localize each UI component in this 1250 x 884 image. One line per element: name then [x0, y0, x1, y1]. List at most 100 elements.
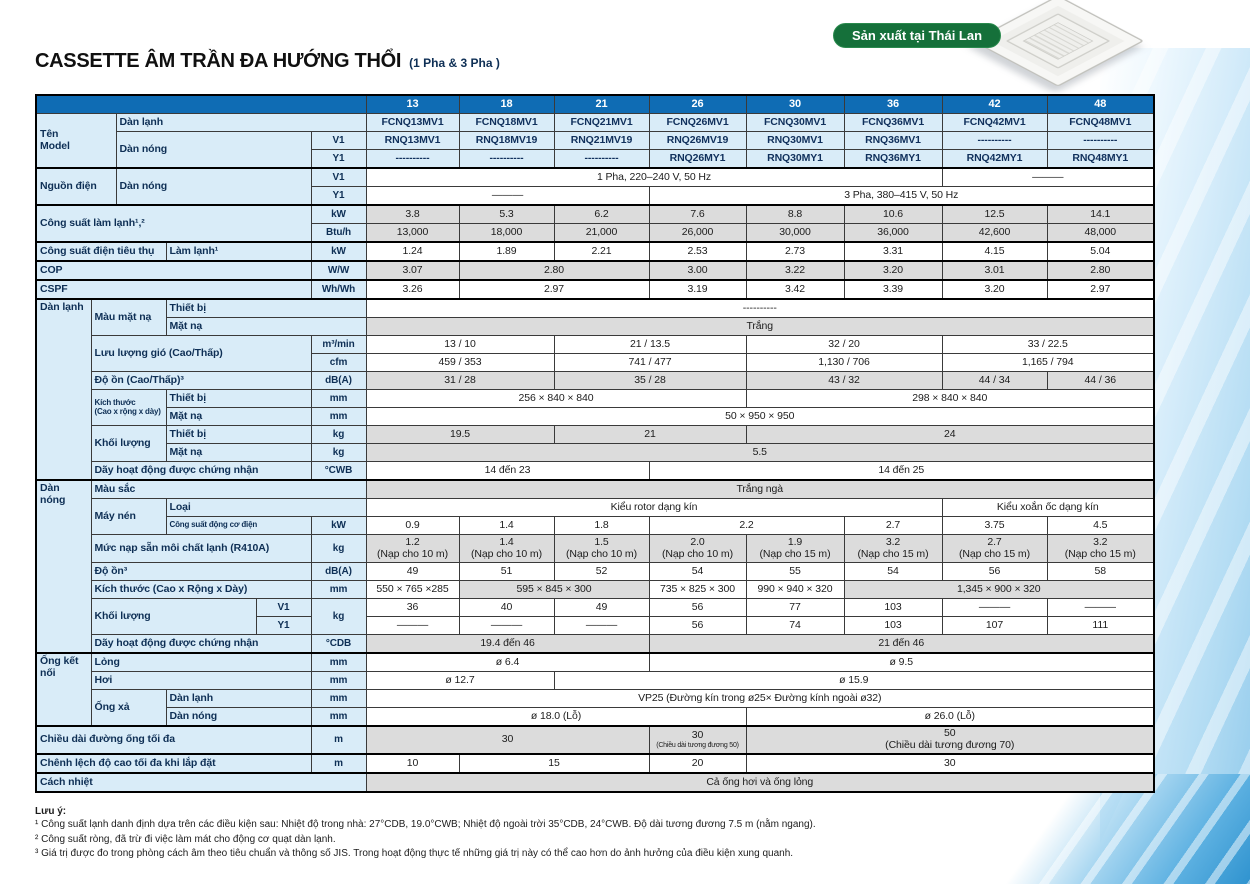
row-label: Dàn nóng	[115, 167, 312, 206]
spec-value: 32 / 20	[745, 335, 943, 354]
spec-value: 15	[458, 753, 650, 774]
spec-value: 19.5	[365, 425, 555, 444]
spec-value: 51	[458, 562, 555, 581]
model-cell: FCNQ48MV1	[1046, 113, 1155, 132]
spec-value: 30,000	[745, 223, 845, 243]
spec-value: 49	[553, 598, 650, 617]
spec-value: 2.7	[843, 516, 943, 535]
column-header-cell: 18	[458, 94, 555, 114]
spec-value: Trắng ngà	[365, 479, 1155, 499]
spec-value: 49	[365, 562, 460, 581]
column-header-cell: 30	[745, 94, 845, 114]
spec-value: 43 / 32	[745, 371, 943, 390]
spec-value: 3.39	[843, 279, 943, 300]
spec-value: 5.5	[365, 443, 1155, 462]
spec-value: 741 / 477	[553, 353, 747, 372]
spec-value: 3.42	[745, 279, 845, 300]
column-header-cell: 13	[365, 94, 460, 114]
model-cell: RNQ26MY1	[648, 149, 747, 169]
row-label: Máy nén	[90, 498, 167, 535]
row-label: Loại	[165, 498, 367, 517]
model-cell: RNQ36MV1	[843, 131, 943, 150]
row-label: Dàn nóng	[165, 707, 312, 727]
unit-cell: °CDB	[310, 634, 367, 654]
row-label: Dãy hoạt động được chứng nhận	[90, 634, 312, 654]
row-label: Màu sắc	[90, 479, 367, 499]
model-cell: ----------	[1046, 131, 1155, 150]
page-title-row: CASSETTE ÂM TRẦN ĐA HƯỚNG THỔI (1 Pha & 3…	[35, 50, 500, 73]
row-label: Cách nhiệt	[35, 772, 367, 793]
spec-value: ———	[365, 186, 650, 206]
row-label: Khối lượng	[90, 598, 257, 635]
spec-value: 3.22	[745, 260, 845, 281]
spec-value: 48,000	[1046, 223, 1155, 243]
spec-value: 44 / 36	[1046, 371, 1155, 390]
spec-value: 12.5	[941, 204, 1048, 224]
spec-value: 21 đến 46	[648, 634, 1155, 654]
spec-value: 3.2 (Nạp cho 15 m)	[843, 534, 943, 563]
spec-value: 3 Pha, 380–415 V, 50 Hz	[648, 186, 1155, 206]
column-header-cell: 21	[553, 94, 650, 114]
row-label: Làm lạnh¹	[165, 241, 312, 262]
row-label: Dàn nóng	[115, 131, 312, 169]
row-label: Dàn lạnh	[165, 689, 312, 708]
spec-value: 20	[648, 753, 747, 774]
row-label: Lưu lượng gió (Cao/Thấp)	[90, 335, 312, 372]
model-cell: RNQ30MY1	[745, 149, 845, 169]
spec-value: 2.73	[745, 241, 845, 262]
section-label: Dàn lạnh	[35, 298, 92, 481]
unit-cell: Btu/h	[310, 223, 367, 243]
spec-value: 4.5	[1046, 516, 1155, 535]
spec-value: ———	[365, 616, 460, 635]
row-label: Chênh lệch độ cao tối đa khi lắp đặt	[35, 753, 312, 774]
spec-value: 19.4 đến 46	[365, 634, 650, 654]
spec-value: 1.5 (Nạp cho 10 m)	[553, 534, 650, 563]
spec-value: 256 × 840 × 840	[365, 389, 747, 408]
column-header-cell: 26	[648, 94, 747, 114]
spec-value: 6.2	[553, 204, 650, 224]
spec-value: 21,000	[553, 223, 650, 243]
row-label: Thiết bị	[165, 389, 312, 408]
row-label: Nguồn điện	[35, 167, 117, 206]
spec-value: 35 / 28	[553, 371, 747, 390]
spec-value: 298 × 840 × 840	[745, 389, 1155, 408]
spec-value: 1.24	[365, 241, 460, 262]
spec-value: ———	[1046, 598, 1155, 617]
section-label: Ống kết nối	[35, 652, 92, 727]
spec-value: 33 / 22.5	[941, 335, 1155, 354]
spec-value: 26,000	[648, 223, 747, 243]
spec-value: Trắng	[365, 317, 1155, 336]
spec-value: 0.9	[365, 516, 460, 535]
spec-value: 10	[365, 753, 460, 774]
row-label: Công suất điện tiêu thụ	[35, 241, 167, 262]
row-label: COP	[35, 260, 312, 281]
unit-cell: m³/min	[310, 335, 367, 354]
spec-value: 2.97	[1046, 279, 1155, 300]
spec-value: Kiểu rotor dạng kín	[365, 498, 943, 517]
spec-value: 2.80	[458, 260, 650, 281]
model-cell: RNQ26MV19	[648, 131, 747, 150]
unit-cell: mm	[310, 707, 367, 727]
spec-value: 50 (Chiều dài tương đương 70)	[745, 725, 1155, 755]
model-cell: RNQ42MY1	[941, 149, 1048, 169]
spec-value: 459 / 353	[365, 353, 555, 372]
row-label: Công suất động cơ điện	[165, 516, 312, 535]
unit-cell: V1	[310, 131, 367, 150]
spec-value: 24	[745, 425, 1155, 444]
spec-value: 595 × 845 × 300	[458, 580, 650, 599]
spec-value: 990 × 940 × 320	[745, 580, 845, 599]
spec-value: ———	[941, 167, 1155, 187]
spec-value: 13 / 10	[365, 335, 555, 354]
spec-value: 50 × 950 × 950	[365, 407, 1155, 426]
spec-value: 13,000	[365, 223, 460, 243]
spec-value: 550 × 765 ×285	[365, 580, 460, 599]
spec-value: 1 Pha, 220–240 V, 50 Hz	[365, 167, 943, 187]
spec-value: 103	[843, 598, 943, 617]
row-label: Tên Model	[35, 113, 117, 169]
spec-value: 31 / 28	[365, 371, 555, 390]
unit-cell: mm	[310, 689, 367, 708]
spec-value: 2.21	[553, 241, 650, 262]
spec-value: 3.20	[843, 260, 943, 281]
unit-cell: Wh/Wh	[310, 279, 367, 300]
spec-value: 3.01	[941, 260, 1048, 281]
